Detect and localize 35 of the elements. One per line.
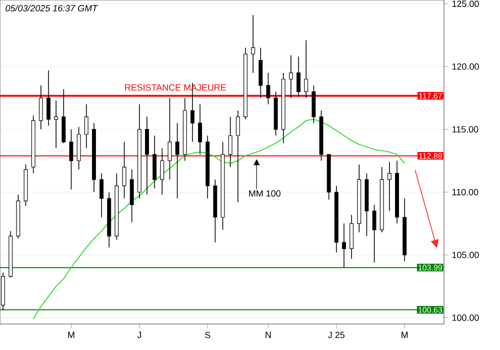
x-tick-label: M xyxy=(68,332,74,338)
x-tick-label: J 25 xyxy=(328,332,344,338)
y-tick-label: 125.00 xyxy=(452,0,479,7)
candlestick xyxy=(266,72,270,105)
candlestick xyxy=(168,98,172,180)
candlestick xyxy=(175,122,180,199)
candlestick xyxy=(372,204,376,263)
y-tick-label: 105.00 xyxy=(452,252,479,258)
x-tick-label: N xyxy=(266,332,271,338)
annotation: 05/03/2025 16:37 GMT xyxy=(6,4,98,12)
candlestick xyxy=(160,148,164,196)
candlestick xyxy=(304,40,308,98)
candlestick xyxy=(236,110,240,203)
y-tick-label: 100.00 xyxy=(452,314,479,321)
candlestick xyxy=(69,128,74,190)
candlestick xyxy=(342,223,346,268)
candlestick xyxy=(251,14,256,74)
x-tick-label: J xyxy=(137,332,141,338)
candlestick xyxy=(228,116,232,168)
candlestick xyxy=(100,172,104,218)
annotation: MM 100 xyxy=(249,190,280,197)
candlestick xyxy=(288,54,293,98)
candlestick xyxy=(296,56,300,98)
candlestick xyxy=(198,104,202,155)
y-tick-label: 120.00 xyxy=(452,63,479,70)
candlestick xyxy=(38,84,43,130)
x-tick-label: S xyxy=(205,332,210,338)
candlestick xyxy=(84,104,88,149)
x-tick-label: M xyxy=(402,332,408,338)
candlestick xyxy=(54,100,58,149)
y-tick-label: 110.00 xyxy=(452,188,478,196)
y-tick-label: 115.00 xyxy=(452,126,478,133)
candlestick xyxy=(387,162,392,212)
candlestick xyxy=(122,142,126,199)
candlestick xyxy=(46,70,50,126)
